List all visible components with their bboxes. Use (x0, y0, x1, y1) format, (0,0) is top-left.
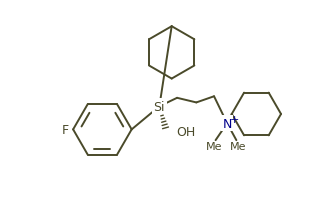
Text: OH: OH (176, 126, 196, 138)
Text: Me: Me (206, 142, 222, 152)
Text: Si: Si (154, 100, 165, 113)
Text: F: F (61, 123, 68, 136)
Text: +: + (229, 114, 239, 124)
Text: N: N (222, 117, 232, 130)
Text: Me: Me (230, 142, 246, 152)
